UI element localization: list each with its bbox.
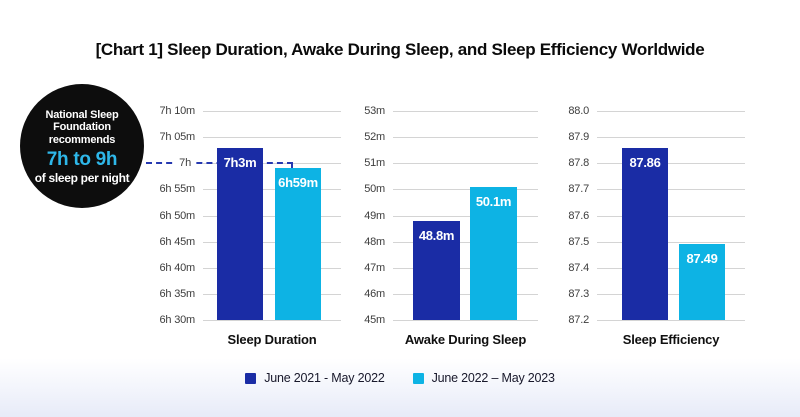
- sleep-duration-chart: Sleep Duration 7h 10m 7h 05m 7h 6h 55m 6h 50…: [148, 105, 363, 361]
- gridline: [393, 163, 538, 164]
- y-tick-label: 87.9: [568, 131, 589, 143]
- gridline: [203, 137, 341, 138]
- bar-value-label: 50.1m: [475, 194, 512, 209]
- legend-item: June 2021 - May 2022: [245, 371, 385, 385]
- y-tick-label: 87.6: [568, 210, 589, 222]
- gridline: [597, 137, 745, 138]
- y-tick-label: 87.2: [568, 314, 589, 326]
- gridline: [393, 137, 538, 138]
- figure-title: [Chart 1] Sleep Duration, Awake During S…: [95, 40, 705, 59]
- gridline: [203, 111, 341, 112]
- gridline: [393, 320, 538, 321]
- y-tick-label: 6h 45m: [159, 236, 196, 248]
- bar-value-label: 87.49: [686, 251, 718, 266]
- y-tick-label: 6h 30m: [159, 314, 196, 326]
- bar-series1: 48.8m: [413, 221, 460, 320]
- gridline: [597, 242, 745, 243]
- chart-title: Sleep Efficiency: [622, 332, 720, 347]
- gridline: [203, 294, 341, 295]
- gridline: [203, 216, 341, 217]
- badge-text-line: National Sleep: [45, 108, 119, 121]
- y-tick-label: 49m: [364, 210, 385, 222]
- badge-highlight: 7h to 9h: [46, 149, 118, 171]
- bar-value-label: 48.8m: [418, 228, 455, 243]
- y-tick-label: 53m: [364, 105, 385, 117]
- y-tick-label: 45m: [364, 314, 385, 326]
- bar-series2: 87.49: [679, 244, 725, 320]
- bar-series1: 7h3m: [217, 148, 263, 320]
- badge-text-line: of sleep per night: [34, 171, 130, 186]
- y-tick-label: 87.8: [568, 157, 589, 169]
- y-tick-label: 87.3: [568, 288, 589, 300]
- bar-series2: 6h59m: [275, 168, 321, 320]
- gridline: [597, 320, 745, 321]
- y-tick-label: 87.5: [568, 236, 589, 248]
- bar-series1: 87.86: [622, 148, 668, 320]
- y-tick-label: 6h 55m: [159, 183, 196, 195]
- y-tick-label: 87.7: [568, 183, 589, 195]
- reference-line-elbow: [291, 163, 293, 169]
- gridline: [597, 163, 745, 164]
- legend-label: June 2021 - May 2022: [264, 371, 385, 385]
- plot-area: 7h3m 6h59m: [203, 111, 341, 321]
- bar-series2: 50.1m: [470, 187, 517, 320]
- y-tick-label: 7h 05m: [159, 131, 196, 143]
- y-tick-label: 6h 40m: [159, 262, 196, 274]
- bar-value-label: 87.86: [629, 155, 661, 170]
- y-tick-label: 6h 50m: [159, 210, 196, 222]
- badge-text-line: recommends: [48, 133, 116, 146]
- legend-item: June 2022 – May 2023: [412, 371, 555, 385]
- gridline: [597, 111, 745, 112]
- plot-area: 48.8m 50.1m: [393, 111, 538, 321]
- awake-during-sleep-chart: Awake During Sleep 53m 52m 51m 50m 49m 48m 47m…: [348, 105, 563, 361]
- badge-text-line: Foundation: [53, 121, 111, 134]
- gridline: [393, 216, 538, 217]
- gridline: [393, 111, 538, 112]
- y-tick-label: 6h 35m: [159, 288, 196, 300]
- gridline: [597, 216, 745, 217]
- y-tick-label: 50m: [364, 183, 385, 195]
- legend: June 2021 - May 2022 June 2022 – May 202…: [0, 371, 800, 385]
- gridline: [393, 189, 538, 190]
- y-tick-label: 7h: [148, 155, 195, 171]
- gridline: [393, 242, 538, 243]
- legend-label: June 2022 – May 2023: [431, 371, 555, 385]
- gridline: [203, 189, 341, 190]
- y-tick-label: 51m: [364, 157, 385, 169]
- recommendation-badge: National Sleep Foundation recommends 7h …: [20, 84, 144, 208]
- y-tick-label: 48m: [364, 236, 385, 248]
- sleep-efficiency-chart: Sleep Efficiency 88.0 87.9 87.8 87.7 87.6 87.…: [553, 105, 768, 361]
- bar-value-label: 7h3m: [223, 155, 257, 170]
- gridline: [393, 294, 538, 295]
- y-tick-label: 52m: [364, 131, 385, 143]
- legend-swatch-series2: [412, 372, 424, 384]
- gridline: [597, 189, 745, 190]
- y-tick-label: 47m: [364, 262, 385, 274]
- y-tick-label: 87.4: [568, 262, 589, 274]
- gridline: [393, 268, 538, 269]
- gridline: [203, 242, 341, 243]
- y-tick-label: 88.0: [568, 105, 589, 117]
- y-tick-label: 7h 10m: [159, 105, 196, 117]
- gridline: [203, 268, 341, 269]
- y-tick-label: 46m: [364, 288, 385, 300]
- plot-area: 87.86 87.49: [597, 111, 745, 321]
- gridline: [597, 294, 745, 295]
- gridline: [203, 320, 341, 321]
- gridline: [597, 268, 745, 269]
- chart-title: Sleep Duration: [227, 332, 317, 347]
- chart-title: Awake During Sleep: [404, 332, 527, 347]
- legend-swatch-series1: [245, 372, 257, 384]
- bar-value-label: 6h59m: [278, 175, 318, 190]
